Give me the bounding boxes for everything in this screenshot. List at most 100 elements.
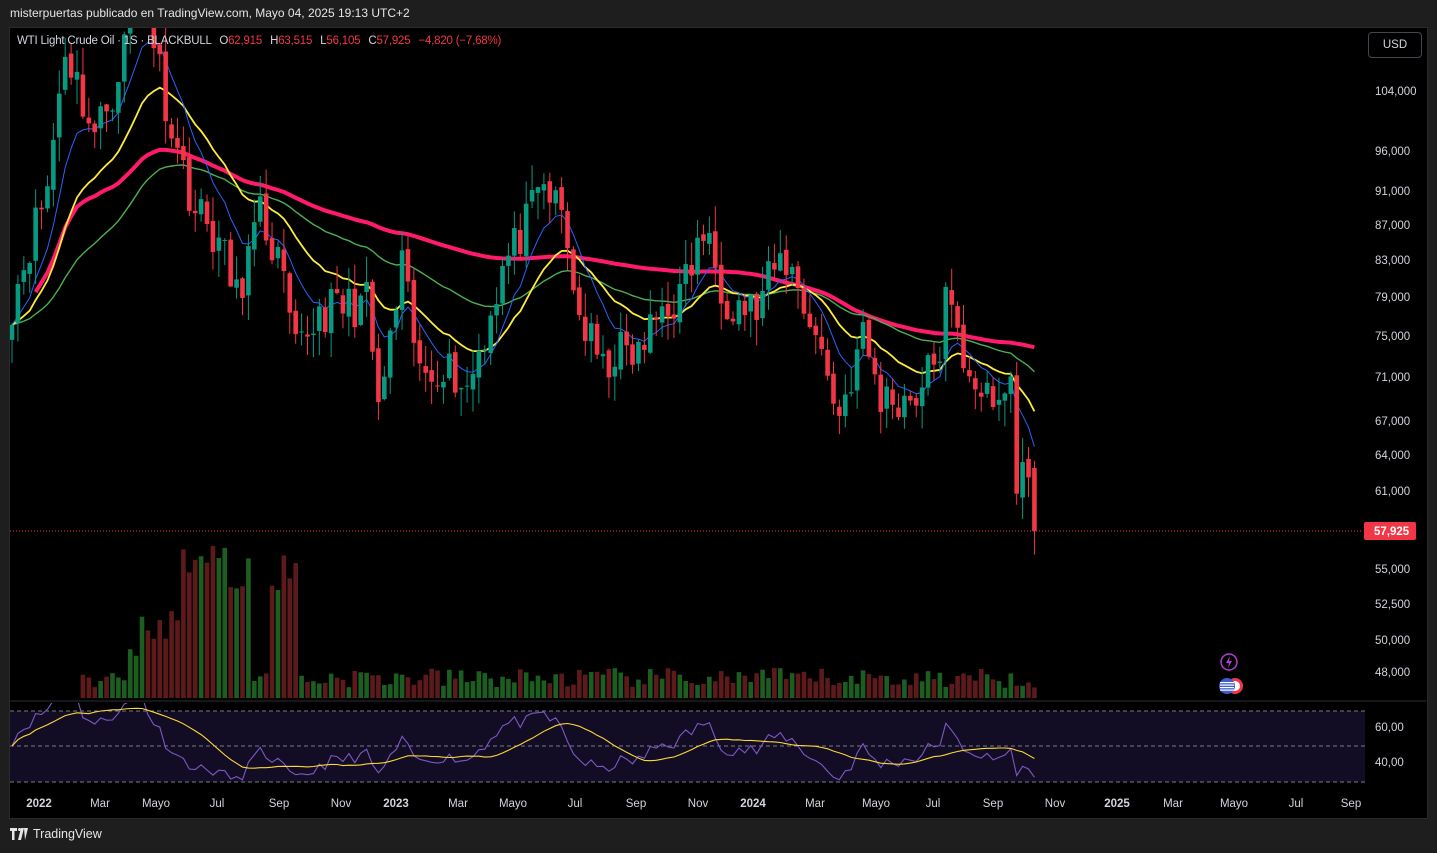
candle-body [257, 196, 263, 222]
volume-bar [370, 675, 375, 698]
candle-body [890, 389, 895, 405]
candle [376, 333, 381, 420]
candle [647, 290, 653, 355]
candle-body [399, 250, 405, 310]
candle-body [506, 255, 511, 266]
candle-body [913, 398, 919, 406]
volume-bar [878, 675, 884, 698]
volume-bar [553, 674, 559, 698]
candle [523, 181, 529, 268]
price-axis-label: 71,000 [1375, 372, 1410, 384]
volume-histogram [10, 545, 1037, 700]
candle [506, 242, 511, 284]
candle [624, 314, 629, 366]
volume-bar [760, 669, 765, 698]
volume-bar [677, 674, 683, 698]
candle [252, 199, 257, 267]
price-axis-label: 61,000 [1375, 486, 1410, 498]
candle [783, 235, 789, 294]
candle [559, 177, 564, 234]
candle [92, 120, 98, 148]
candle [175, 118, 180, 164]
volume-bar [382, 685, 387, 698]
tradingview-logo-icon [10, 828, 28, 840]
volume-bar [364, 672, 369, 698]
candle [146, 0, 151, 24]
last-price-label: 57,925 [1374, 526, 1410, 538]
volume-bar [577, 669, 582, 698]
candle [919, 367, 925, 429]
candle-body [600, 353, 606, 357]
volume-bar [470, 681, 476, 698]
candle [843, 374, 848, 428]
time-axis-label: Mayo [499, 798, 527, 810]
candle-body [577, 287, 582, 316]
volume-bar [783, 678, 789, 698]
candle [801, 278, 807, 320]
candle-body [240, 278, 245, 298]
volume-bar [10, 698, 15, 700]
candle-body [322, 307, 328, 333]
candle-body [435, 385, 440, 387]
candle [27, 261, 33, 293]
volume-bar [837, 682, 842, 698]
ema-50-line [11, 164, 1035, 373]
candle [642, 331, 647, 364]
candle-body [423, 366, 428, 373]
candle-body [961, 324, 966, 369]
candle-body [819, 336, 824, 349]
volume-bar [387, 684, 393, 698]
candle-body [624, 331, 629, 346]
candle-body [33, 207, 38, 261]
price-axis-label: 75,000 [1375, 331, 1410, 343]
candle [748, 294, 754, 338]
rsi-axis-label: 40,00 [1375, 757, 1404, 769]
volume-bar [712, 681, 718, 698]
candle-body [512, 228, 517, 256]
candle [653, 311, 659, 337]
volume-bar [157, 619, 163, 698]
candle [86, 97, 92, 133]
candle [488, 311, 494, 365]
volume-bar [293, 563, 298, 698]
candle-body [872, 357, 878, 375]
candle-body [370, 281, 375, 352]
candle-body [198, 199, 204, 215]
candle [913, 393, 919, 418]
candle-body [1002, 393, 1008, 401]
footer-brand[interactable]: TradingView [10, 827, 102, 841]
candle [452, 345, 458, 398]
time-axis-label: 2025 [1104, 798, 1130, 810]
candle [955, 301, 960, 341]
candle [724, 292, 730, 321]
chart-frame[interactable] [9, 27, 1428, 819]
candle [104, 103, 109, 132]
candle [984, 371, 990, 398]
candle-body [837, 406, 842, 416]
volume-bar [246, 558, 251, 698]
candle-body [222, 239, 228, 241]
candle [346, 268, 352, 337]
volume-bar [476, 671, 482, 698]
volume-bar [482, 673, 488, 698]
candle-body [653, 317, 659, 320]
time-axis-label: 2024 [740, 798, 766, 810]
candle-body [931, 353, 937, 365]
candle [730, 311, 736, 326]
symbol-name[interactable]: WTI Light Crude Oil · 1S · BLACKBULL [17, 35, 212, 47]
volume-bar [86, 677, 92, 698]
volume-bar [287, 578, 293, 698]
candle-body [919, 387, 925, 407]
candle [15, 275, 21, 342]
volume-bar [594, 671, 600, 698]
candle-body [21, 270, 27, 282]
volume-bar [955, 675, 960, 698]
volume-bar [506, 678, 511, 698]
time-axis-label: Jul [210, 798, 225, 810]
candle-body [925, 355, 931, 388]
candle-body [978, 392, 984, 397]
candle-body [39, 207, 44, 210]
us-flag-icon [1219, 678, 1235, 694]
currency-button[interactable]: USD [1368, 32, 1422, 58]
